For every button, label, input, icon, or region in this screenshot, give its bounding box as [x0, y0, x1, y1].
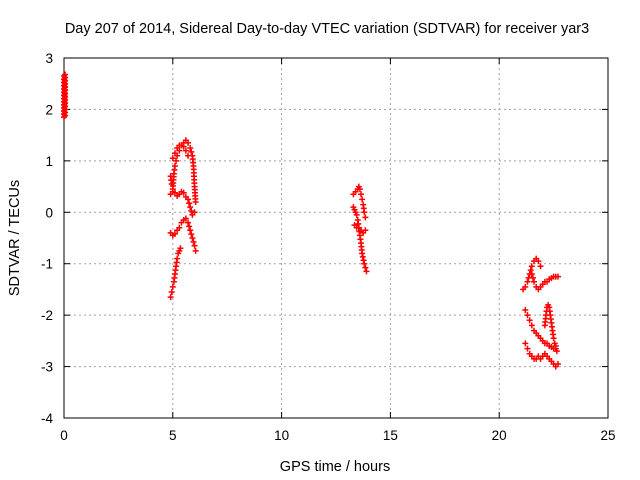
data-point [182, 147, 189, 154]
data-point [524, 345, 531, 352]
data-point [358, 191, 365, 198]
data-point [192, 247, 199, 254]
data-point [522, 307, 529, 313]
data-point [185, 139, 192, 146]
data-point [353, 211, 360, 218]
data-point [550, 335, 557, 342]
data-point [190, 238, 197, 245]
data-point [176, 224, 183, 231]
data-point [553, 348, 560, 355]
plot-frame [63, 57, 609, 419]
data-point [62, 112, 69, 119]
data-point [167, 294, 174, 301]
y-tick-label: -1 [41, 257, 53, 272]
data-point [171, 150, 178, 157]
data-point [356, 186, 363, 193]
y-tick-label: 1 [45, 154, 53, 169]
x-tick-label: 20 [492, 428, 507, 443]
x-tick-label: 15 [383, 428, 398, 443]
data-point [529, 274, 536, 281]
data-point [186, 223, 193, 230]
data-point [554, 273, 561, 280]
data-point [171, 230, 178, 237]
data-point [188, 231, 195, 238]
data-point [526, 317, 533, 324]
x-tick-label: 0 [60, 428, 68, 443]
data-point [192, 199, 199, 205]
y-tick-label: 0 [45, 205, 53, 220]
y-axis-label: SDTVAR / TECUs [7, 180, 23, 296]
data-point [171, 189, 178, 196]
data-point [535, 258, 542, 265]
x-tick-label: 25 [600, 428, 615, 443]
data-point [180, 143, 187, 150]
y-tick-label: -3 [41, 360, 53, 375]
data-point [173, 157, 180, 164]
data-point [528, 322, 535, 329]
y-tick-labels: -4 -3 -2 -1 0 1 2 3 [41, 51, 53, 426]
x-tick-labels: 0 5 10 15 20 25 [60, 428, 615, 443]
data-point [182, 215, 189, 222]
data-point [363, 268, 370, 275]
data-point [524, 278, 531, 285]
data-point [527, 267, 534, 274]
data-point [189, 235, 196, 241]
x-tick-label: 10 [274, 428, 289, 443]
data-point [359, 196, 366, 203]
y-tick-label: -2 [41, 308, 53, 323]
data-point [528, 271, 535, 277]
data-point [168, 289, 175, 295]
data-point [537, 263, 544, 270]
data-point [185, 219, 192, 226]
data-point [554, 361, 561, 367]
data-point [551, 340, 558, 347]
data-point [191, 242, 198, 249]
data-point [361, 260, 368, 267]
data-point [522, 283, 529, 290]
data-point [531, 278, 538, 285]
data-point [528, 263, 535, 270]
data-point [185, 196, 192, 203]
data-point [177, 245, 184, 252]
data-point [191, 209, 198, 216]
data-point [362, 227, 369, 234]
data-point [185, 152, 192, 159]
x-axis-label: GPS time / hours [280, 459, 390, 475]
data-point [171, 163, 178, 169]
x-tick-label: 5 [169, 428, 177, 443]
data-point [362, 214, 369, 221]
data-point [361, 209, 368, 216]
y-tick-label: 2 [45, 102, 53, 117]
data-point [188, 208, 195, 214]
data-point [186, 200, 193, 207]
data-point [180, 189, 187, 196]
data-point [187, 204, 194, 211]
y-tick-label: 3 [45, 51, 53, 66]
data-point [524, 312, 531, 319]
data-point [188, 148, 195, 155]
data-points [61, 71, 561, 370]
y-tick-label: -4 [41, 411, 53, 426]
data-point [169, 283, 176, 290]
data-point [362, 264, 369, 271]
data-point [522, 340, 529, 347]
axis-ticks [63, 57, 609, 419]
data-point [174, 255, 181, 262]
data-point [187, 227, 194, 234]
chart-title: Day 207 of 2014, Sidereal Day-to-day VTE… [65, 21, 589, 37]
data-point [187, 145, 194, 151]
grid [64, 58, 608, 418]
data-point [169, 155, 176, 162]
